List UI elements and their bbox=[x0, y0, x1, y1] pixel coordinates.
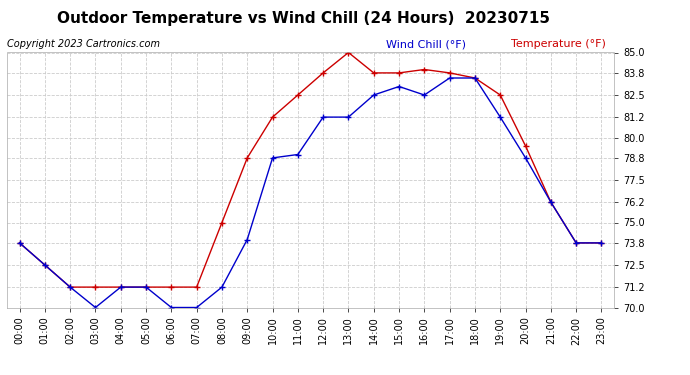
Text: Copyright 2023 Cartronics.com: Copyright 2023 Cartronics.com bbox=[7, 39, 160, 50]
Text: Wind Chill (°F): Wind Chill (°F) bbox=[386, 39, 466, 50]
Text: Outdoor Temperature vs Wind Chill (24 Hours)  20230715: Outdoor Temperature vs Wind Chill (24 Ho… bbox=[57, 11, 550, 26]
Text: Temperature (°F): Temperature (°F) bbox=[511, 39, 605, 50]
